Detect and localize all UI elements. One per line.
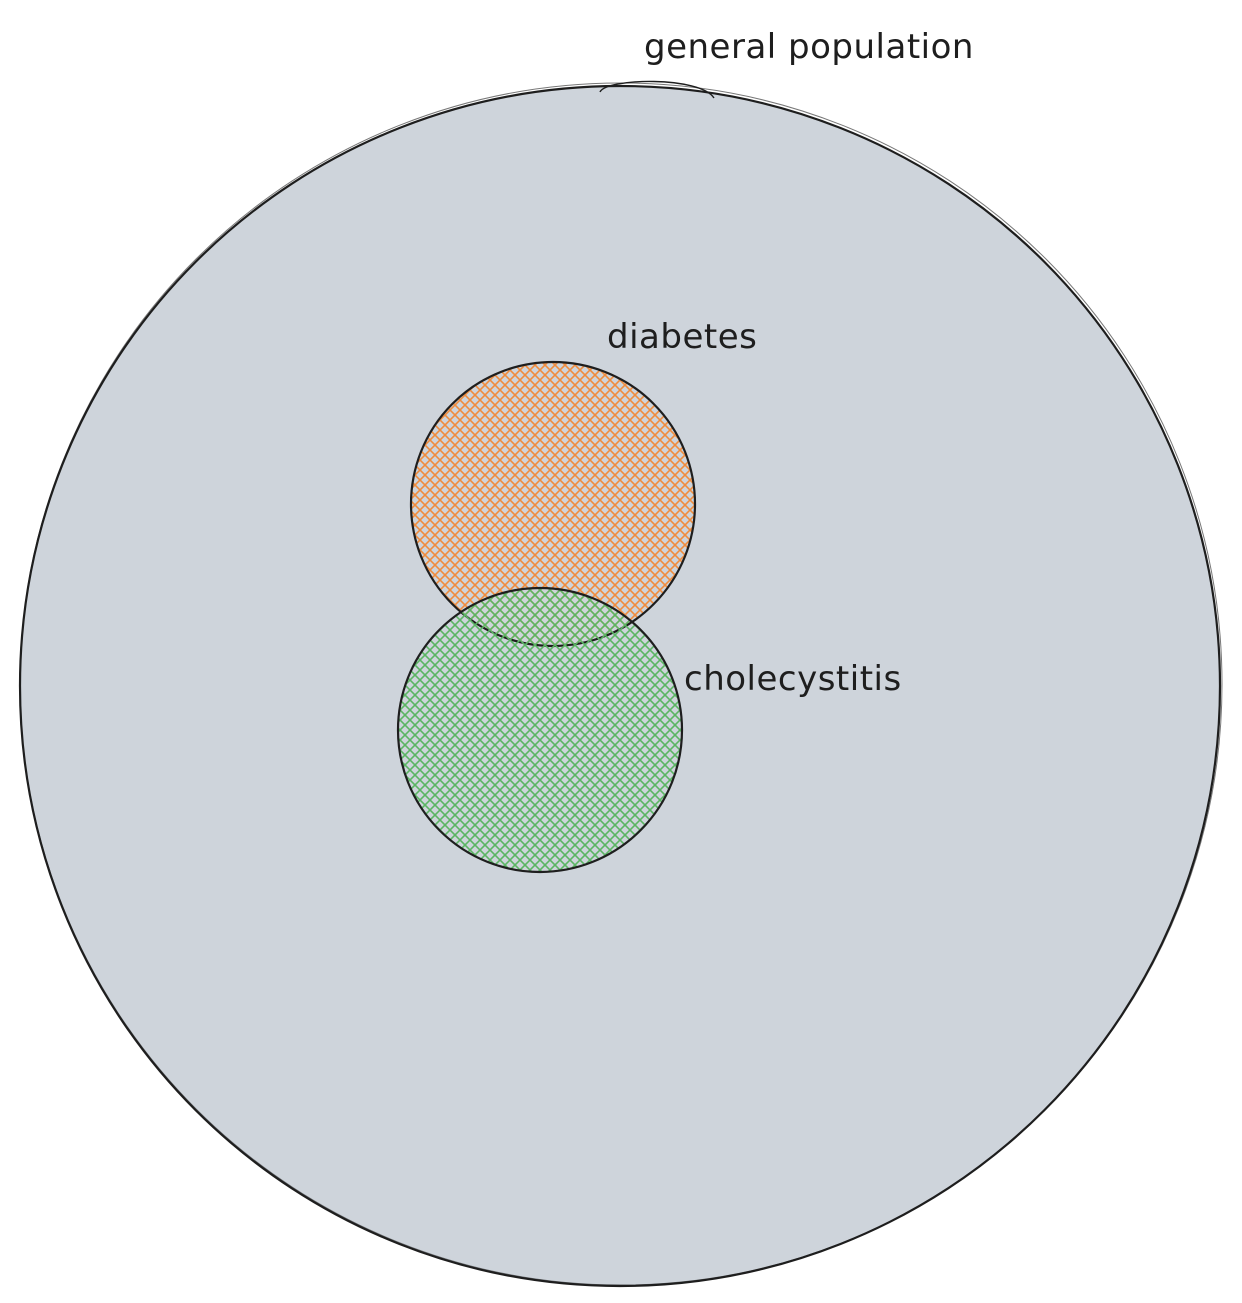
population-label: general population <box>644 27 974 67</box>
diabetes-circle-fill <box>411 362 695 646</box>
population-label-tick <box>599 80 715 99</box>
diabetes-label: diabetes <box>607 317 757 357</box>
cholecystitis-set: cholecystitis <box>396 586 902 874</box>
cholecystitis-circle-fill <box>398 588 682 872</box>
cholecystitis-label: cholecystitis <box>684 659 902 699</box>
cholecystitis-circle <box>396 586 684 874</box>
